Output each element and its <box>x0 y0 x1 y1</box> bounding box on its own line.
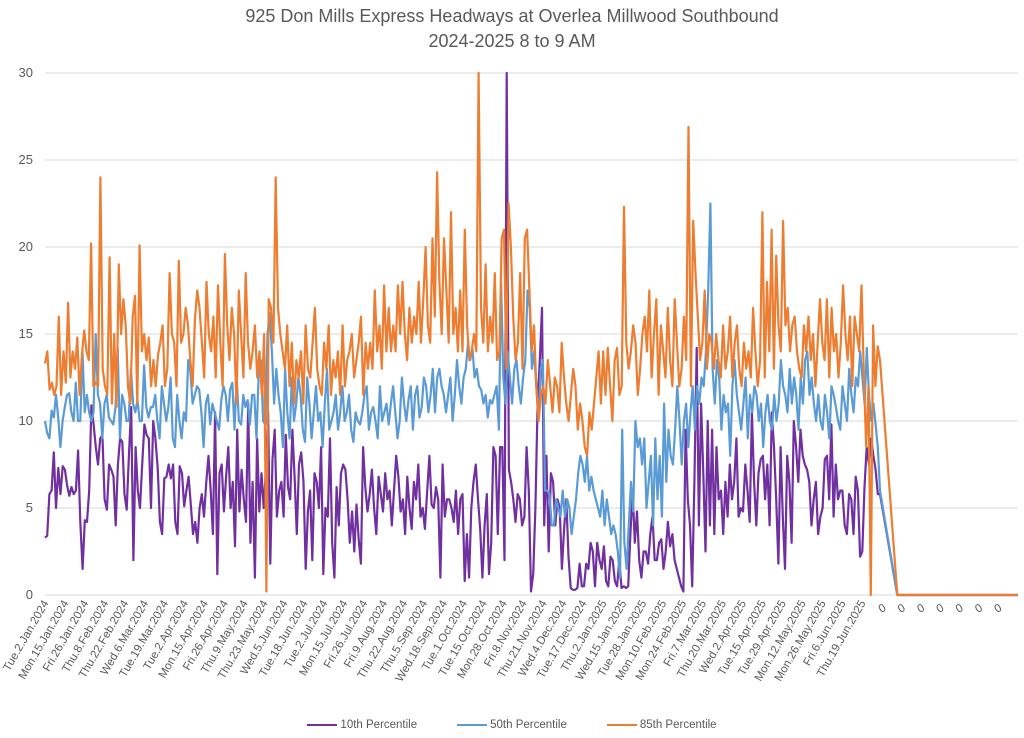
y-tick-label: 5 <box>26 500 33 515</box>
y-tick-label: 10 <box>19 413 33 428</box>
x-tick-label: 0 <box>935 602 947 616</box>
legend-item-10th[interactable]: 10th Percentile <box>307 719 417 731</box>
x-tick-label: 0 <box>973 602 985 616</box>
legend-label-50th: 50th Percentile <box>490 719 567 731</box>
legend-swatch-50th <box>457 724 488 726</box>
legend: 10th Percentile 50th Percentile 85th Per… <box>0 719 1024 731</box>
legend-item-85th[interactable]: 85th Percentile <box>606 719 717 731</box>
chart-title: 925 Don Mills Express Headways at Overle… <box>245 6 779 26</box>
y-tick-label: 30 <box>19 65 33 80</box>
x-tick-label: 0 <box>915 602 927 616</box>
y-tick-label: 20 <box>19 239 33 254</box>
legend-swatch-10th <box>307 724 338 726</box>
y-tick-label: 25 <box>19 152 33 167</box>
legend-swatch-85th <box>606 724 637 726</box>
legend-label-10th: 10th Percentile <box>340 719 418 731</box>
series-line-10th-percentile <box>44 71 1018 597</box>
x-tick-label: 0 <box>877 602 889 616</box>
x-tick-label: 0 <box>954 602 966 616</box>
x-axis-ticks: Tue.2.Jan.2024Mon.15.Jan.2024Fri.26.Jan.… <box>1 598 1004 684</box>
chart-subtitle: 2024-2025 8 to 9 AM <box>428 31 596 51</box>
legend-label-85th: 85th Percentile <box>639 719 717 731</box>
gridlines <box>45 72 1018 596</box>
y-axis-ticks: 0 5 10 15 20 25 30 <box>19 65 33 602</box>
y-tick-label: 0 <box>26 587 33 602</box>
legend-item-50th[interactable]: 50th Percentile <box>457 719 567 731</box>
x-tick-label: 0 <box>993 602 1005 616</box>
series-line-85th-percentile <box>43 71 1018 597</box>
x-tick-label: 0 <box>896 602 908 616</box>
series-lines <box>43 71 1018 597</box>
y-tick-label: 15 <box>19 326 33 341</box>
